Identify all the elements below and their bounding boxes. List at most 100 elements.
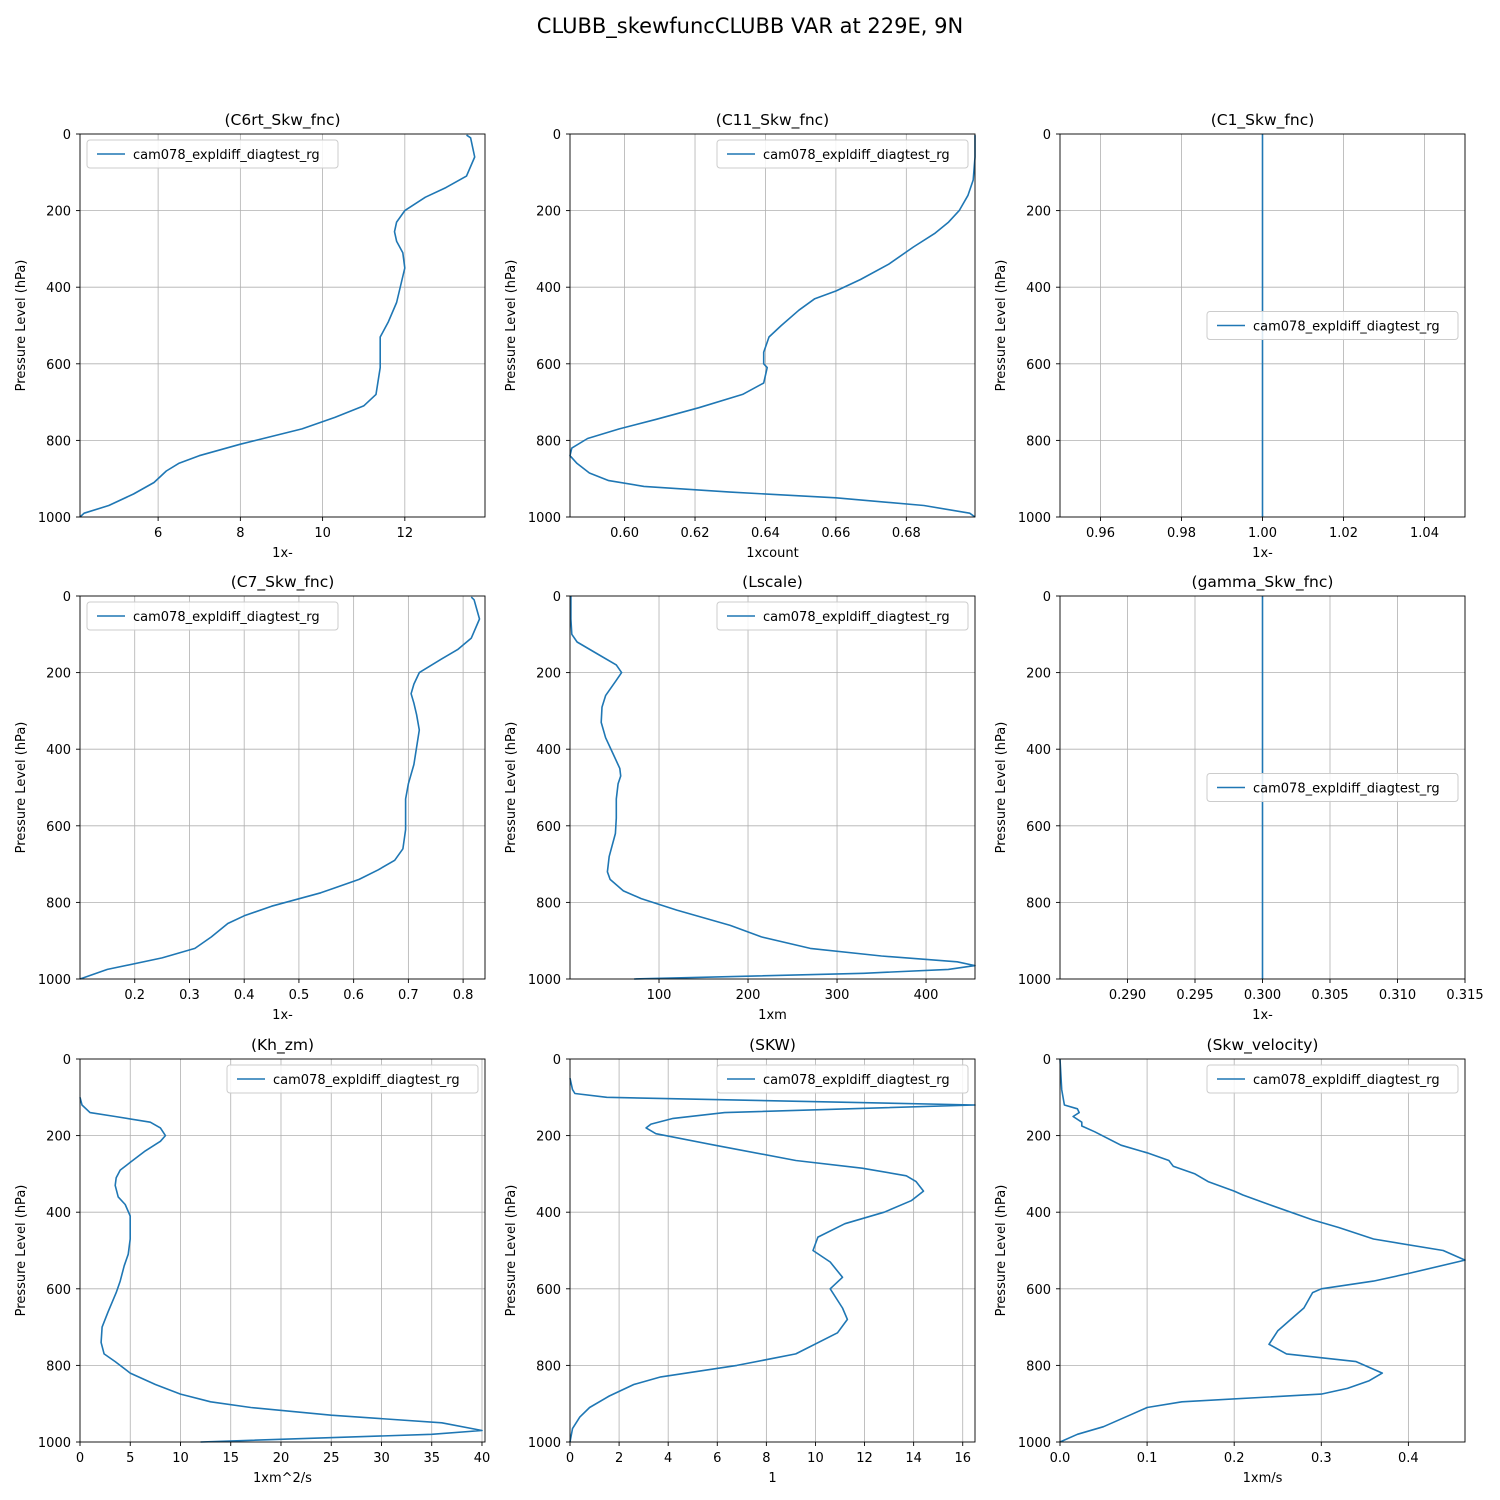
y-tick-label: 600 bbox=[1026, 820, 1051, 835]
y-tick-label: 1000 bbox=[528, 973, 561, 988]
legend: cam078_expldiff_diagtest_rg bbox=[716, 601, 969, 631]
x-tick-label: 10 bbox=[807, 1451, 824, 1466]
x-tick-label: 40 bbox=[474, 1451, 491, 1466]
series-line-1 bbox=[570, 596, 976, 980]
x-tick-label: 300 bbox=[825, 988, 850, 1003]
x-axis-label: 1x- bbox=[1252, 546, 1273, 561]
y-tick-label: 400 bbox=[46, 743, 71, 758]
subplot-title: (gamma_Skw_fnc) bbox=[1192, 573, 1334, 592]
x-tick-label: 0.305 bbox=[1311, 988, 1348, 1003]
series-line-1 bbox=[1059, 1058, 1466, 1443]
y-tick-label: 400 bbox=[46, 1206, 71, 1221]
subplot-title: (C6rt_Skw_fnc) bbox=[224, 111, 340, 130]
legend-box bbox=[716, 601, 969, 631]
y-tick-label: 600 bbox=[46, 358, 71, 373]
x-tick-label: 0.98 bbox=[1167, 526, 1196, 541]
y-tick-label: 400 bbox=[1026, 281, 1051, 296]
subplot-title: (C11_Skw_fnc) bbox=[716, 111, 829, 130]
y-tick-label: 0 bbox=[1043, 590, 1051, 605]
y-tick-label: 600 bbox=[536, 358, 561, 373]
x-axis-label: 1xm/s bbox=[1243, 1471, 1283, 1486]
x-tick-label: 1.02 bbox=[1329, 526, 1358, 541]
y-tick-label: 0 bbox=[553, 590, 561, 605]
x-tick-label: 16 bbox=[954, 1451, 971, 1466]
y-axis-label: Pressure Level (hPa) bbox=[14, 260, 29, 392]
y-tick-label: 800 bbox=[1026, 896, 1051, 911]
y-tick-label: 400 bbox=[536, 743, 561, 758]
y-tick-label: 400 bbox=[536, 281, 561, 296]
legend-label: cam078_expldiff_diagtest_rg bbox=[763, 610, 950, 625]
x-tick-label: 0.0 bbox=[1050, 1451, 1071, 1466]
y-tick-label: 1000 bbox=[1018, 511, 1051, 526]
x-tick-label: 5 bbox=[126, 1451, 134, 1466]
y-tick-label: 1000 bbox=[1018, 1436, 1051, 1451]
y-tick-label: 800 bbox=[46, 434, 71, 449]
x-tick-label: 0.5 bbox=[289, 988, 310, 1003]
axes-frame bbox=[569, 133, 976, 518]
x-tick-label: 25 bbox=[323, 1451, 340, 1466]
x-tick-label: 4 bbox=[664, 1451, 672, 1466]
subplot-2: 0.60 0.62 0.64 0.66 0.68 0 200 400 600 800 1000 (C1… bbox=[504, 111, 976, 561]
y-tick-label: 600 bbox=[536, 820, 561, 835]
y-tick-label: 1000 bbox=[528, 511, 561, 526]
x-tick-label: 0.62 bbox=[681, 526, 710, 541]
subplot-title: (SKW) bbox=[749, 1036, 796, 1054]
axes-frame bbox=[1059, 1058, 1466, 1443]
subplot-title: (C1_Skw_fnc) bbox=[1211, 111, 1315, 130]
legend-label: cam078_expldiff_diagtest_rg bbox=[1253, 782, 1440, 797]
grid bbox=[570, 596, 975, 979]
x-tick-label: 0.66 bbox=[821, 526, 850, 541]
x-tick-label: 0.315 bbox=[1446, 988, 1483, 1003]
y-tick-label: 800 bbox=[46, 1359, 71, 1374]
x-tick-label: 10 bbox=[172, 1451, 189, 1466]
x-tick-label: 35 bbox=[423, 1451, 440, 1466]
y-tick-label: 0 bbox=[1043, 1053, 1051, 1068]
x-tick-label: 0.68 bbox=[892, 526, 921, 541]
subplot-4: 0.2 0.3 0.4 0.5 0.6 0.7 0.8 0 200 400 600 800 1000 (C… bbox=[14, 573, 486, 1023]
y-tick-label: 1000 bbox=[38, 1436, 71, 1451]
x-tick-label: 8 bbox=[762, 1451, 770, 1466]
subplot-5: 100 200 300 400 0 200 400 600 800 1000 (Lscale) 1xm… bbox=[504, 573, 976, 1023]
grid bbox=[570, 1059, 975, 1442]
y-tick-label: 800 bbox=[536, 896, 561, 911]
legend-box bbox=[1206, 1064, 1459, 1094]
x-axis-label: 1x- bbox=[272, 1008, 293, 1023]
y-tick-label: 800 bbox=[1026, 1359, 1051, 1374]
y-tick-label: 400 bbox=[536, 1206, 561, 1221]
y-axis-label: Pressure Level (hPa) bbox=[994, 722, 1009, 854]
y-tick-label: 1000 bbox=[38, 973, 71, 988]
legend: cam078_expldiff_diagtest_rg bbox=[716, 139, 969, 169]
legend-box bbox=[86, 139, 339, 169]
legend-box bbox=[86, 601, 339, 631]
legend: cam078_expldiff_diagtest_rg bbox=[226, 1064, 479, 1094]
subplot-1: 6 8 10 12 0 200 400 600 800 1000 (C6rt_Skw_fnc) 1x-… bbox=[14, 111, 486, 561]
x-tick-label: 100 bbox=[647, 988, 672, 1003]
x-tick-label: 12 bbox=[397, 526, 414, 541]
legend-label: cam078_expldiff_diagtest_rg bbox=[1253, 1073, 1440, 1088]
subplot-3: 0.96 0.98 1.00 1.02 1.04 0 200 400 600 800 1000 (C1… bbox=[994, 111, 1466, 561]
axes-frame bbox=[79, 133, 486, 518]
x-tick-label: 10 bbox=[314, 526, 331, 541]
x-tick-label: 30 bbox=[373, 1451, 390, 1466]
y-axis-label: Pressure Level (hPa) bbox=[504, 722, 519, 854]
y-tick-label: 0 bbox=[63, 1053, 71, 1068]
y-tick-label: 0 bbox=[553, 128, 561, 143]
y-tick-label: 0 bbox=[1043, 128, 1051, 143]
subplot-title: (Lscale) bbox=[742, 573, 803, 591]
legend-box bbox=[1206, 773, 1459, 802]
y-axis-label: Pressure Level (hPa) bbox=[504, 260, 519, 392]
x-tick-label: 0.300 bbox=[1244, 988, 1281, 1003]
y-tick-label: 200 bbox=[1026, 1130, 1051, 1145]
x-tick-label: 0.6 bbox=[343, 988, 364, 1003]
y-tick-label: 600 bbox=[536, 1283, 561, 1298]
legend: cam078_expldiff_diagtest_rg bbox=[86, 139, 339, 169]
x-axis-label: 1 bbox=[768, 1471, 776, 1486]
x-tick-label: 6 bbox=[154, 526, 162, 541]
x-axis-label: 1xm^2/s bbox=[253, 1471, 312, 1486]
legend-label: cam078_expldiff_diagtest_rg bbox=[763, 148, 950, 163]
x-tick-label: 0.2 bbox=[124, 988, 145, 1003]
y-tick-label: 1000 bbox=[38, 511, 71, 526]
y-tick-label: 200 bbox=[46, 1130, 71, 1145]
legend: cam078_expldiff_diagtest_rg bbox=[86, 601, 339, 631]
